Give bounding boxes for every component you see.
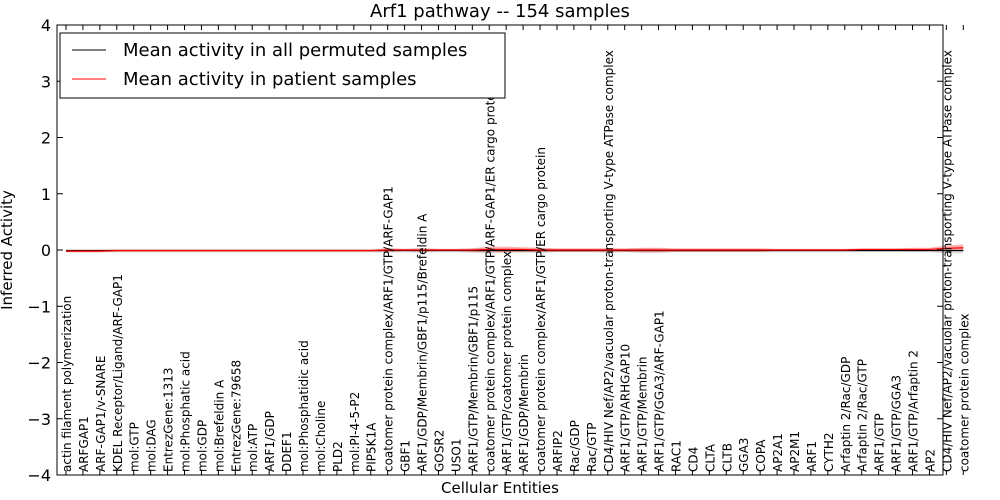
x-tick-label: ARFGAP1 xyxy=(77,416,91,472)
x-tick-label: ARF1/GTP/ARHGAP10 xyxy=(619,344,633,472)
x-tick-label: ARF1/GTP/Membrin/GBF1/p115 xyxy=(466,286,480,472)
x-tick-label: CLTB xyxy=(720,443,734,472)
x-tick-label: RAC1 xyxy=(669,440,683,472)
x-tick-label: KDEL Receptor/Ligand/ARF-GAP1 xyxy=(111,274,125,472)
x-tick-label: AP2M1 xyxy=(788,431,802,472)
x-tick-label: GGA3 xyxy=(737,438,751,472)
x-tick-label: CYTH2 xyxy=(822,433,836,473)
x-tick-label: ARF1/GTP/GGA3/ARF-GAP1 xyxy=(653,310,667,472)
x-tick-label: CD4 xyxy=(686,447,700,472)
x-tick-label: Rac/GTP xyxy=(585,422,599,472)
x-tick-label: ARF1 xyxy=(805,441,819,472)
x-tick-label: ARF1/GDP/Membrin/GBF1/p115/Brefeldin A xyxy=(416,213,430,472)
legend-box xyxy=(59,32,506,99)
x-tick-label: mol:Phosphatic acid xyxy=(179,351,193,472)
y-tick-label: 0 xyxy=(41,241,51,260)
y-axis-label: Inferred Activity xyxy=(0,190,16,310)
x-tick-label: PIP5K1A xyxy=(365,422,379,472)
legend-label-permuted: Mean activity in all permuted samples xyxy=(123,40,467,61)
x-tick-label: mol:GTP xyxy=(128,422,142,472)
x-tick-label: ARF1/GTP xyxy=(873,413,887,472)
x-tick-label: EntrezGene:1313 xyxy=(162,368,176,473)
x-tick-label: ARF1/GTP/GGA3 xyxy=(890,375,904,472)
x-tick-label: AP2A1 xyxy=(771,433,785,472)
x-tick-label: ARF1/GDP/Membrin xyxy=(517,354,531,472)
x-tick-label: CD4/HIV Nef/AP2/vacuolar proton-transpor… xyxy=(940,50,954,472)
x-tick-label: mol:DAG xyxy=(145,419,159,472)
x-tick-labels: actin filament polymerization ARFGAP1 ARF-… xyxy=(60,50,971,472)
x-axis-label: Cellular Entities xyxy=(441,479,559,497)
x-tick-label: actin filament polymerization xyxy=(60,296,74,472)
x-tick-label: Arfaptin 2/Rac/GTP xyxy=(856,359,870,472)
x-tick-label: mol:GDP xyxy=(195,420,209,472)
x-tick-label: CD4/HIV Nef/AP2/vacuolar proton-transpor… xyxy=(602,50,616,472)
y-tick-label: 1 xyxy=(41,185,51,204)
x-tick-label: mol:ATP xyxy=(246,424,260,472)
x-tick-label: Rac/GDP xyxy=(568,420,582,472)
x-tick-label: coatomer protein complex/ARF1/GTP/ARF-GA… xyxy=(483,82,497,472)
x-tick-label: COPA xyxy=(754,439,768,472)
x-tick-label: coatomer protein complex xyxy=(957,314,971,472)
x-tick-label: mol:PI-4-5-P2 xyxy=(348,392,362,472)
legend: Mean activity in all permuted samples Me… xyxy=(59,32,506,99)
x-tick-label: GOSR2 xyxy=(432,430,446,472)
y-tick-label: 4 xyxy=(41,16,51,35)
x-tick-label: ARF1/GTP/Membrin xyxy=(636,356,650,472)
y-tick-label: −4 xyxy=(27,466,51,485)
legend-label-patient: Mean activity in patient samples xyxy=(123,69,417,90)
y-tick-label: −2 xyxy=(27,354,51,373)
x-tick-label: ARF1/GTP/coatomer protein complex xyxy=(500,251,514,472)
chart-title: Arf1 pathway -- 154 samples xyxy=(370,1,630,22)
x-tick-label: ARF1/GDP xyxy=(263,411,277,472)
x-tick-label: PLD2 xyxy=(331,441,345,472)
x-tick-label: EntrezGene:79658 xyxy=(229,360,243,472)
y-tick-label: 3 xyxy=(41,72,51,91)
x-tick-label: mol:Choline xyxy=(314,401,328,472)
x-tick-label: mol:Phosphatidic acid xyxy=(297,340,311,472)
x-tick-label: coatomer protein complex/ARF1/GTP/ER car… xyxy=(534,147,548,472)
y-tick-label: 2 xyxy=(41,129,51,148)
x-tick-label: DDEF1 xyxy=(280,431,294,472)
x-tick-label: mol:Brefeldin A xyxy=(212,379,226,472)
x-tick-label: ARF1/GTP/Arfaptin 2 xyxy=(907,350,921,472)
x-tick-label: GBF1 xyxy=(399,440,413,472)
x-tick-label: AP2 xyxy=(923,449,937,472)
line-series-1 xyxy=(66,247,964,252)
x-tick-label: Arfaptin 2/Rac/GDP xyxy=(839,357,853,472)
x-tick-label: CLTA xyxy=(703,443,717,472)
x-axis xyxy=(65,25,964,475)
x-tick-label: USO1 xyxy=(449,439,463,472)
y-axis: 4 3 2 1 0 −1 −2 −3 −4 xyxy=(27,16,943,485)
y-tick-label: −3 xyxy=(27,410,51,429)
y-tick-label: −1 xyxy=(27,297,51,316)
series-lines xyxy=(66,247,964,252)
x-tick-label: ARFIP2 xyxy=(551,430,565,472)
x-tick-label: ARF-GAP1/v-SNARE xyxy=(94,356,108,472)
x-tick-label: coatomer protein complex/ARF1/GTP/ARF-GA… xyxy=(382,186,396,472)
